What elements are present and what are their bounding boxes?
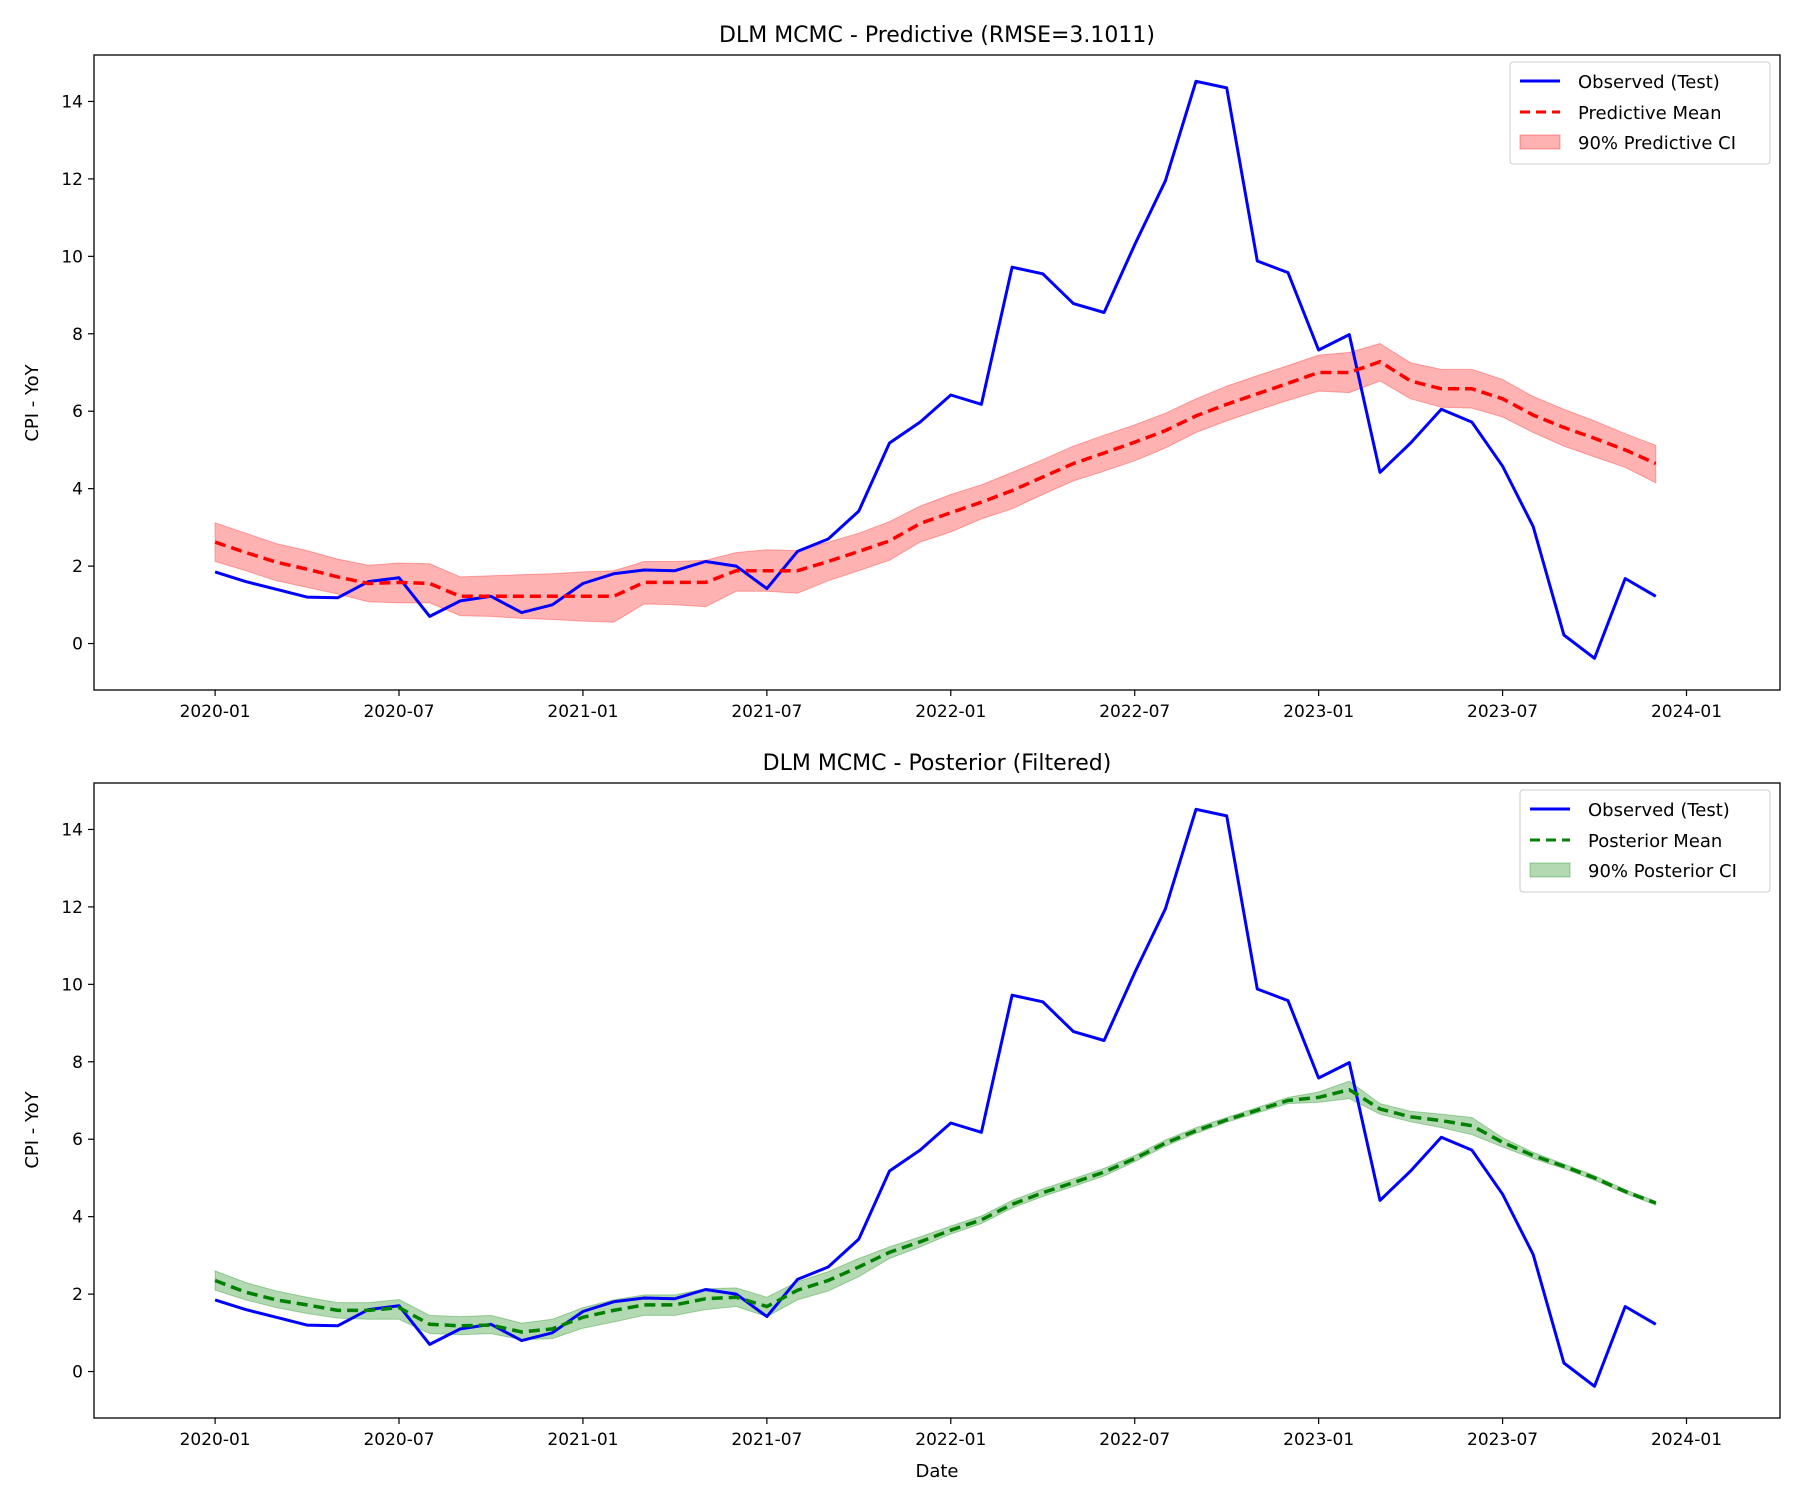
y-tick-label: 8	[72, 325, 83, 345]
y-tick-label: 8	[72, 1053, 83, 1073]
mean-line	[214, 359, 1657, 599]
plot-area: 0 2 4 6 8 10 12 14 2020-01 2020-07 2021-01 2021-07 2…	[61, 54, 1781, 722]
axes-frame	[93, 782, 1781, 1419]
x-tick-label: 2021-01	[547, 702, 618, 722]
y-tick-label: 2	[72, 1285, 83, 1305]
x-tick-label: 2022-01	[915, 702, 986, 722]
axes-frame	[93, 54, 1781, 691]
x-tick-label: 2023-07	[1467, 1430, 1538, 1450]
legend-frame	[1519, 789, 1771, 893]
x-tick-label: 2020-07	[363, 702, 434, 722]
x-tick-label: 2021-07	[731, 702, 802, 722]
mean-line	[214, 1087, 1657, 1334]
x-tick-label: 2023-01	[1283, 1430, 1354, 1450]
y-tick-label: 4	[72, 480, 83, 500]
observed-line	[214, 807, 1657, 1388]
y-tick-label: 14	[61, 92, 83, 112]
legend-band-label: 90% Predictive CI	[1578, 133, 1736, 154]
y-tick-label: 0	[72, 635, 83, 655]
x-tick-label: 2023-01	[1283, 702, 1354, 722]
x-tick-label: 2024-01	[1651, 1430, 1722, 1450]
y-tick-label: 12	[61, 170, 83, 190]
y-tick-label: 10	[61, 247, 83, 267]
legend-observed-label: Observed (Test)	[1578, 72, 1720, 93]
x-tick-label: 2024-01	[1651, 702, 1722, 722]
x-axis-label: Date	[915, 1461, 958, 1482]
legend: Observed (Test) Predictive Mean 90% Pred…	[1509, 61, 1771, 165]
x-tick-label: 2021-01	[547, 1430, 618, 1450]
y-tick-label: 10	[61, 975, 83, 995]
y-tick-label: 14	[61, 820, 83, 840]
x-tick-label: 2021-07	[731, 1430, 802, 1450]
y-tick-label: 12	[61, 898, 83, 918]
observed-line	[214, 79, 1657, 660]
legend-mean-label: Predictive Mean	[1578, 103, 1722, 124]
legend: Observed (Test) Posterior Mean 90% Poste…	[1519, 789, 1771, 893]
x-tick-label: 2020-01	[180, 702, 251, 722]
x-tick-label: 2020-01	[180, 1430, 251, 1450]
x-tick-label: 2022-01	[915, 1430, 986, 1450]
posterior-chart: DLM MCMC - Posterior (Filtered) CPI - Yo…	[22, 751, 1781, 1482]
chart-title: DLM MCMC - Predictive (RMSE=3.1011)	[719, 23, 1155, 48]
y-tick-label: 2	[72, 557, 83, 577]
legend-band-label: 90% Posterior CI	[1588, 861, 1737, 882]
legend-band-swatch	[1529, 862, 1571, 878]
y-tick-label: 4	[72, 1208, 83, 1228]
x-tick-label: 2020-07	[363, 1430, 434, 1450]
x-tick-label: 2023-07	[1467, 702, 1538, 722]
y-axis-label: CPI - YoY	[22, 1090, 43, 1168]
legend-band-swatch	[1519, 134, 1561, 150]
legend-mean-label: Posterior Mean	[1588, 831, 1722, 852]
y-tick-label: 6	[72, 1130, 83, 1150]
chart-title: DLM MCMC - Posterior (Filtered)	[763, 751, 1112, 776]
y-tick-label: 0	[72, 1363, 83, 1383]
predictive-chart: DLM MCMC - Predictive (RMSE=3.1011) CPI …	[22, 23, 1781, 722]
x-tick-label: 2022-07	[1099, 702, 1170, 722]
x-tick-label: 2022-07	[1099, 1430, 1170, 1450]
legend-observed-label: Observed (Test)	[1588, 800, 1730, 821]
plot-area: 0 2 4 6 8 10 12 14 2020-01 2020-07 2021-01 2021-07 2…	[61, 782, 1781, 1450]
legend-frame	[1509, 61, 1771, 165]
y-tick-label: 6	[72, 402, 83, 422]
y-axis-label: CPI - YoY	[22, 363, 43, 441]
